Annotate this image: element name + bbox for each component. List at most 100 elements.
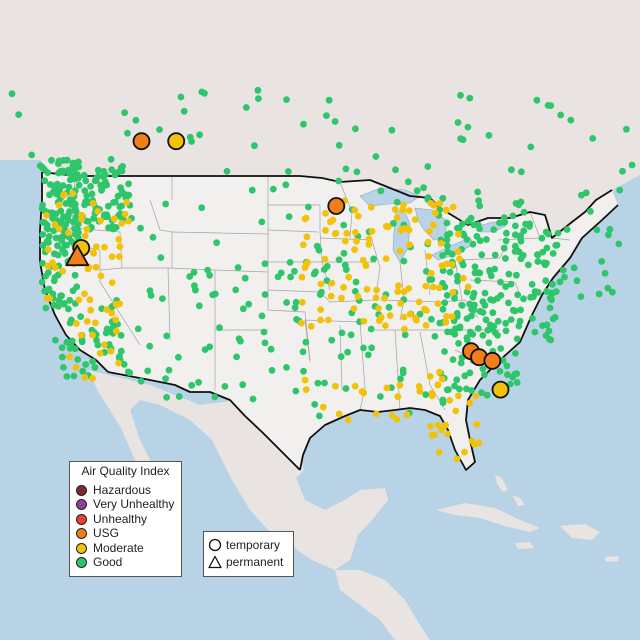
good-monitor-dot	[338, 329, 346, 337]
good-monitor-dot	[132, 116, 140, 124]
moderate-monitor-dot	[453, 455, 461, 463]
moderate-monitor-dot	[51, 221, 59, 228]
good-monitor-dot	[198, 204, 206, 212]
usg-temporary-monitor-marker	[132, 132, 151, 151]
good-monitor-dot	[517, 255, 525, 263]
moderate-monitor-dot	[372, 410, 380, 418]
moderate-monitor-dot	[438, 262, 446, 270]
moderate-monitor-dot	[46, 295, 53, 302]
good-monitor-dot	[479, 332, 487, 339]
good-monitor-dot	[443, 386, 451, 394]
good-monitor-dot	[41, 177, 49, 185]
good-monitor-dot	[223, 167, 231, 175]
moderate-monitor-dot	[302, 386, 310, 394]
good-monitor-dot	[211, 290, 219, 298]
moderate-monitor-dot	[335, 410, 343, 418]
good-monitor-dot	[323, 262, 331, 270]
good-monitor-dot	[314, 379, 322, 387]
good-monitor-dot	[311, 401, 319, 408]
good-monitor-dot	[616, 186, 624, 194]
good-monitor-dot	[479, 365, 487, 373]
good-monitor-dot	[118, 202, 125, 210]
good-monitor-dot	[577, 293, 585, 300]
good-monitor-dot	[331, 118, 339, 125]
good-monitor-dot	[364, 351, 372, 359]
moderate-monitor-dot	[328, 279, 336, 287]
good-monitor-dot	[385, 303, 393, 311]
good-monitor-dot	[286, 259, 294, 266]
good-monitor-dot	[392, 166, 399, 174]
moderate-monitor-dot	[112, 327, 120, 335]
good-monitor-dot	[454, 277, 461, 285]
good-monitor-dot	[186, 273, 194, 280]
good-monitor-dot	[522, 220, 529, 228]
unhealthy-swatch-icon	[76, 513, 87, 525]
good-monitor-dot	[39, 259, 46, 267]
moderate-monitor-dot	[396, 381, 404, 389]
moderate-monitor-dot	[97, 217, 104, 225]
circle-outline-icon	[208, 538, 222, 552]
good-monitor-dot	[337, 353, 345, 360]
good-monitor-dot	[463, 336, 471, 344]
good-monitor-dot	[368, 344, 375, 352]
good-monitor-dot	[94, 166, 102, 174]
good-monitor-dot	[481, 371, 488, 379]
good-monitor-dot	[531, 328, 539, 336]
good-monitor-dot	[559, 266, 567, 274]
good-monitor-dot	[457, 359, 465, 367]
moderate-monitor-dot	[461, 448, 468, 456]
mexico-landmass	[88, 370, 388, 570]
usg-permanent-monitor-marker	[65, 244, 90, 267]
good-monitor-dot	[511, 307, 519, 315]
moderate-monitor-dot	[438, 375, 446, 383]
good-monitor-dot	[448, 250, 456, 258]
good-monitor-dot	[478, 251, 486, 259]
moderate-monitor-dot	[454, 248, 462, 256]
good-monitor-dot	[70, 372, 78, 380]
good-monitor-dot	[549, 280, 556, 288]
good-monitor-dot	[508, 166, 515, 174]
jamaica-landmass	[515, 542, 534, 549]
good-monitor-dot	[75, 163, 83, 171]
good-monitor-dot	[449, 356, 457, 363]
moderate-monitor-dot	[375, 304, 382, 312]
moderate-monitor-dot	[77, 331, 85, 339]
good-monitor-dot	[482, 316, 490, 324]
good-monitor-dot	[443, 292, 451, 299]
good-monitor-dot	[490, 226, 498, 234]
good-monitor-dot	[328, 336, 336, 344]
good-monitor-dot	[502, 283, 509, 290]
good-monitor-dot	[258, 312, 266, 320]
good-monitor-dot	[545, 230, 552, 238]
good-monitor-dot	[520, 227, 528, 235]
good-monitor-dot	[561, 273, 568, 281]
good-monitor-dot	[352, 125, 359, 133]
good-monitor-dot	[542, 277, 550, 285]
moderate-monitor-dot	[340, 283, 347, 291]
moderate-monitor-dot	[78, 215, 85, 223]
good-monitor-dot	[239, 381, 247, 389]
good-monitor-dot	[287, 273, 294, 281]
good-monitor-dot	[71, 271, 79, 279]
good-monitor-dot	[529, 315, 536, 322]
good-monitor-dot	[520, 295, 527, 303]
good-monitor-dot	[335, 256, 343, 264]
good-monitor-dot	[605, 231, 612, 239]
good-monitor-dot	[455, 340, 462, 347]
good-monitor-dot	[55, 160, 62, 168]
good-monitor-dot	[100, 182, 108, 190]
good-monitor-dot	[456, 385, 463, 393]
good-monitor-dot	[28, 151, 36, 159]
good-monitor-dot	[104, 202, 112, 210]
good-monitor-dot	[325, 96, 333, 104]
moderate-monitor-dot	[428, 392, 436, 400]
good-monitor-dot	[528, 281, 536, 288]
good-monitor-dot	[461, 372, 469, 380]
central-america-landmass	[335, 570, 430, 640]
good-monitor-dot	[428, 315, 435, 323]
good-monitor-dot	[615, 240, 623, 248]
newfoundland-landmass	[605, 70, 640, 150]
good-monitor-dot	[321, 379, 328, 387]
good-monitor-dot	[342, 165, 350, 173]
legend-label-temporary: temporary	[226, 538, 281, 552]
